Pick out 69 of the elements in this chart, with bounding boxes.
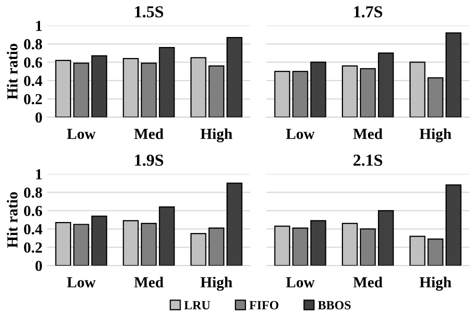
chart-title: 1.5S [135,6,164,18]
bar [360,68,376,118]
chart-title: 1.7S [354,6,382,18]
bar [208,65,224,118]
y-tick-label: 1 [36,20,42,31]
y-axis-title: Hit ratio [6,192,18,248]
bar [428,77,444,118]
bar [158,47,175,118]
bar [122,220,139,266]
bar [158,206,175,266]
x-tick-label: High [200,128,232,142]
bar [428,238,444,266]
legend-label: BBOS [318,301,351,310]
x-tick-label: Med [134,276,164,288]
x-tick-label: Low [286,128,315,140]
bar [122,58,139,118]
bar [378,52,394,118]
y-tick-label: 0.8 [24,187,42,198]
bar [55,222,72,266]
bar [446,32,462,118]
bar [226,36,242,118]
y-tick-label: 1 [36,169,42,180]
x-tick-label: High [420,276,452,291]
bar [342,65,358,118]
x-tick-label: Med [134,128,164,140]
bar [446,184,462,266]
y-tick-label: 0.6 [24,206,42,216]
bar [409,62,426,118]
x-tick-label: Low [286,277,315,288]
bar [91,216,108,266]
y-tick-label: 0.4 [24,224,42,234]
legend-label: LRU [184,301,210,310]
x-tick-label: Med [353,276,383,288]
y-axis-title: Hit ratio [6,44,18,100]
bar [360,228,376,266]
bar [292,227,308,266]
y-tick-label: 0.8 [24,39,42,50]
bar [409,236,426,266]
bar [190,232,206,266]
bar [342,222,358,266]
bar [226,182,242,266]
bar [274,70,290,118]
x-tick-label: Med [353,128,383,140]
bar [55,60,72,118]
x-tick-label: Low [67,128,96,140]
bar [292,70,308,118]
chart-title: 1.9S [135,154,164,166]
x-tick-label: High [200,276,232,291]
bar [274,226,290,266]
y-tick-label: 0 [35,260,42,272]
bar [310,220,326,266]
bar [140,222,157,266]
legend-label: FIFO [249,301,278,310]
bar [73,62,90,118]
y-tick-label: 0.2 [24,242,42,253]
bar [91,55,108,118]
y-tick-label: 0 [35,112,42,123]
x-tick-label: Low [67,277,96,288]
y-tick-label: 0.2 [24,94,42,104]
bar [378,210,394,266]
bar [208,227,224,266]
bar [73,224,90,266]
chart-title: 2.1S [354,154,382,166]
y-tick-label: 0.4 [24,76,42,86]
bar [140,62,157,118]
y-tick-label: 0.6 [24,57,42,68]
bar [310,62,326,118]
x-tick-label: High [420,128,452,142]
bar [190,57,206,118]
